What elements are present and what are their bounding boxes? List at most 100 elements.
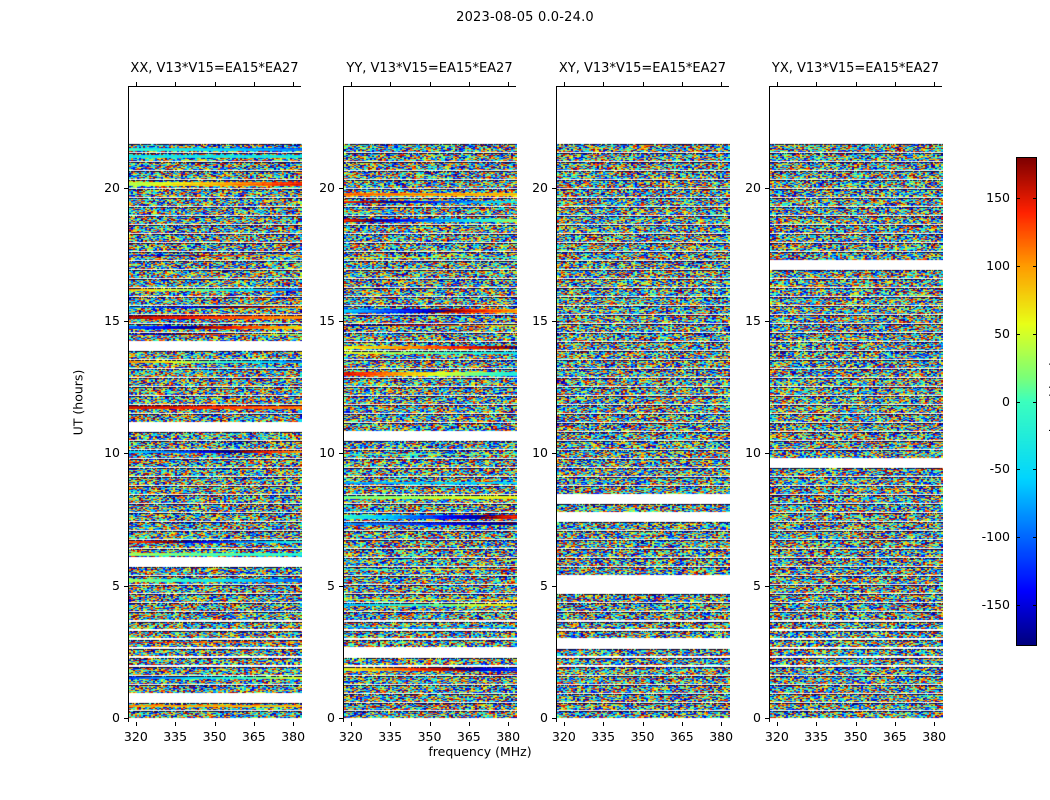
x-tickmark-top	[682, 82, 683, 86]
x-tick-label: 380	[922, 729, 947, 744]
x-tickmark-top	[856, 82, 857, 86]
y-tick-label: 10	[319, 445, 335, 461]
y-tickmark	[552, 188, 556, 189]
colorbar-gradient	[1016, 157, 1037, 646]
colorbar-tickmark-right	[1033, 402, 1037, 403]
colorbar-tickmark-right	[1033, 469, 1037, 470]
y-tickmark	[552, 453, 556, 454]
waterfall-panel-xx	[128, 86, 302, 723]
y-tickmark	[124, 453, 128, 454]
x-tickmark-top	[136, 82, 137, 86]
colorbar-label: phase (deg.)	[1046, 360, 1050, 440]
y-tickmark	[765, 718, 769, 719]
y-tickmark	[552, 321, 556, 322]
x-tick-label: 335	[591, 729, 616, 744]
panel-title-xx: XX, V13*V15=EA15*EA27	[130, 61, 299, 76]
y-tick-label: 20	[319, 180, 335, 196]
y-tickmark	[765, 188, 769, 189]
x-tickmark	[508, 722, 509, 726]
x-tickmark	[254, 722, 255, 726]
y-tick-label: 5	[753, 577, 761, 593]
y-tickmark	[339, 718, 343, 719]
y-tickmark	[339, 188, 343, 189]
x-tickmark-top	[430, 82, 431, 86]
x-tick-label: 365	[669, 729, 694, 744]
x-tick-label: 320	[123, 729, 148, 744]
colorbar-tick-label: 150	[986, 189, 1010, 205]
x-tickmark	[934, 722, 935, 726]
x-tick-label: 320	[338, 729, 363, 744]
y-tick-label: 15	[532, 312, 548, 328]
x-tick-label: 380	[496, 729, 521, 744]
x-tickmark-top	[603, 82, 604, 86]
y-tickmark	[339, 321, 343, 322]
colorbar-tick-label: 0	[1002, 393, 1010, 409]
colorbar-tick-label: 50	[994, 325, 1010, 341]
x-tickmark-top	[175, 82, 176, 86]
x-tickmark	[564, 722, 565, 726]
x-tickmark	[351, 722, 352, 726]
x-tickmark-top	[564, 82, 565, 86]
waterfall-image-xx	[129, 87, 302, 723]
y-tickmark	[552, 586, 556, 587]
waterfall-panel-yy	[343, 86, 517, 723]
x-tick-label: 335	[163, 729, 188, 744]
x-tickmark-top	[895, 82, 896, 86]
x-tickmark	[175, 722, 176, 726]
y-tick-label: 20	[745, 180, 761, 196]
x-tick-label: 320	[764, 729, 789, 744]
colorbar-tickmark	[1016, 198, 1020, 199]
panel-title-yx: YX, V13*V15=EA15*EA27	[771, 61, 940, 76]
x-tickmark	[816, 722, 817, 726]
x-tickmark-top	[934, 82, 935, 86]
y-tick-label: 0	[112, 710, 120, 726]
colorbar-tickmark-right	[1033, 537, 1037, 538]
y-tickmark	[124, 321, 128, 322]
y-tick-label: 15	[104, 312, 120, 328]
y-tick-label: 10	[104, 445, 120, 461]
y-tick-label: 20	[104, 180, 120, 196]
y-tickmark	[765, 453, 769, 454]
colorbar-tickmark-right	[1033, 605, 1037, 606]
x-tickmark-top	[777, 82, 778, 86]
x-tickmark-top	[390, 82, 391, 86]
panel-title-yy: YY, V13*V15=EA15*EA27	[346, 61, 513, 76]
x-tickmark-top	[816, 82, 817, 86]
y-tick-label: 0	[327, 710, 335, 726]
y-tick-label: 10	[532, 445, 548, 461]
x-tickmark	[856, 722, 857, 726]
colorbar-tick-label: -50	[989, 461, 1010, 477]
x-tickmark-top	[254, 82, 255, 86]
x-tickmark	[215, 722, 216, 726]
x-tickmark	[293, 722, 294, 726]
y-tickmark	[552, 718, 556, 719]
x-tickmark-top	[469, 82, 470, 86]
x-tickmark-top	[643, 82, 644, 86]
colorbar-tickmark	[1016, 402, 1020, 403]
x-tick-label: 350	[630, 729, 655, 744]
x-tickmark	[643, 722, 644, 726]
x-tickmark-top	[293, 82, 294, 86]
x-tick-label: 335	[804, 729, 829, 744]
colorbar-tick-label: -150	[981, 597, 1010, 613]
y-tickmark	[124, 718, 128, 719]
x-axis-label: frequency (MHz)	[428, 744, 532, 759]
x-tick-label: 350	[417, 729, 442, 744]
x-tickmark	[390, 722, 391, 726]
y-tick-label: 10	[745, 445, 761, 461]
y-tick-label: 5	[540, 577, 548, 593]
x-tickmark-top	[351, 82, 352, 86]
colorbar-tick-label: 100	[986, 257, 1010, 273]
colorbar-tickmark-right	[1033, 198, 1037, 199]
x-tick-label: 365	[241, 729, 266, 744]
x-tick-label: 380	[709, 729, 734, 744]
x-tickmark	[895, 722, 896, 726]
waterfall-image-yy	[344, 87, 517, 723]
y-tickmark	[765, 321, 769, 322]
colorbar-tickmark	[1016, 605, 1020, 606]
colorbar-tickmark	[1016, 334, 1020, 335]
x-tick-label: 320	[551, 729, 576, 744]
x-tickmark	[136, 722, 137, 726]
y-tickmark	[339, 586, 343, 587]
colorbar-tick-label: -100	[981, 529, 1010, 545]
